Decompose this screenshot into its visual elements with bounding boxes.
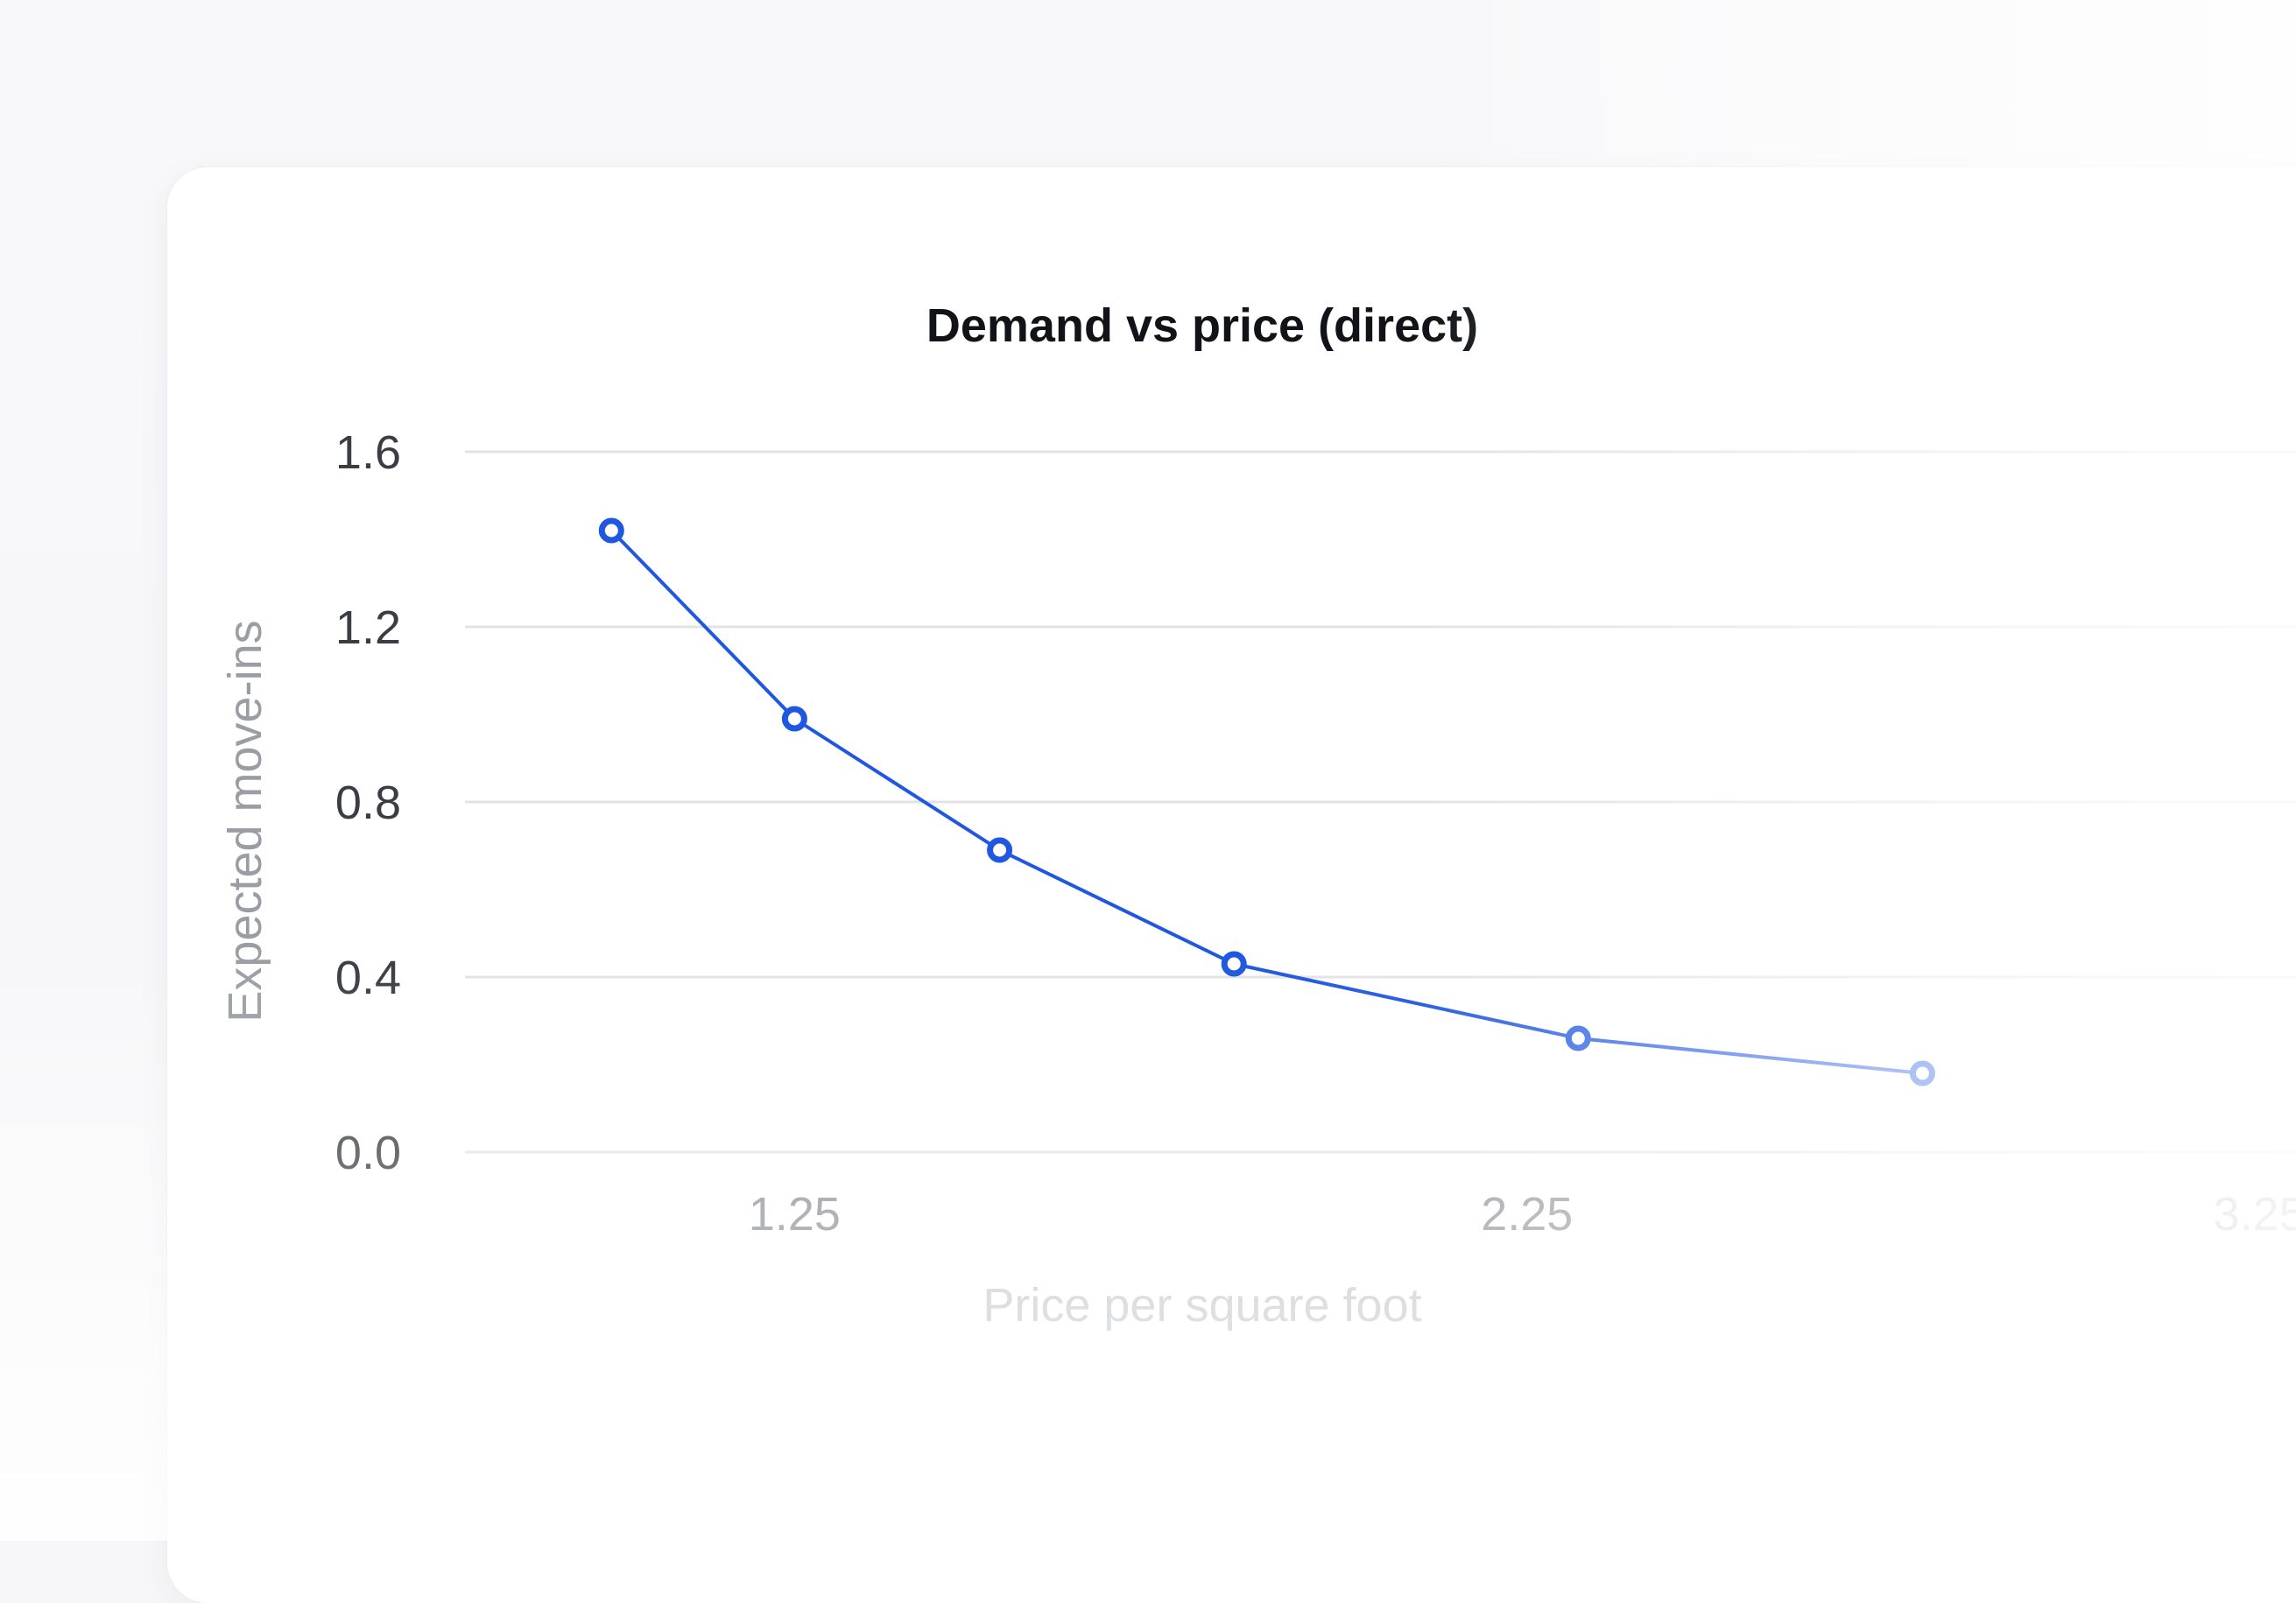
data-point — [1909, 1060, 1935, 1086]
x-tick-labels: 1.25 2.25 3.25 — [749, 1188, 2296, 1241]
x-tick-label: 2.25 — [1481, 1188, 1573, 1241]
y-tick-label: 1.6 — [335, 426, 401, 479]
data-point — [1565, 1025, 1591, 1051]
x-axis-label: Price per square foot — [982, 1279, 1421, 1332]
data-point — [781, 706, 807, 732]
chart: Demand vs price (direct) 1.6 1.2 0.8 0.4 0.0… — [219, 299, 2296, 1332]
y-tick-label: 0.0 — [335, 1127, 401, 1179]
x-tick-label: 3.25 — [2214, 1188, 2296, 1241]
x-tick-label: 1.25 — [749, 1188, 841, 1241]
chart-title: Demand vs price (direct) — [926, 299, 1478, 352]
data-point — [987, 837, 1013, 863]
data-point — [598, 517, 624, 544]
y-tick-label: 0.8 — [335, 777, 401, 829]
y-tick-label: 0.4 — [335, 952, 401, 1004]
data-point — [1221, 951, 1247, 977]
grid-lines — [465, 450, 2296, 1154]
y-axis-label: Expected move-ins — [219, 620, 271, 1022]
y-tick-labels: 1.6 1.2 0.8 0.4 0.0 — [335, 426, 401, 1179]
y-tick-label: 1.2 — [335, 601, 401, 654]
